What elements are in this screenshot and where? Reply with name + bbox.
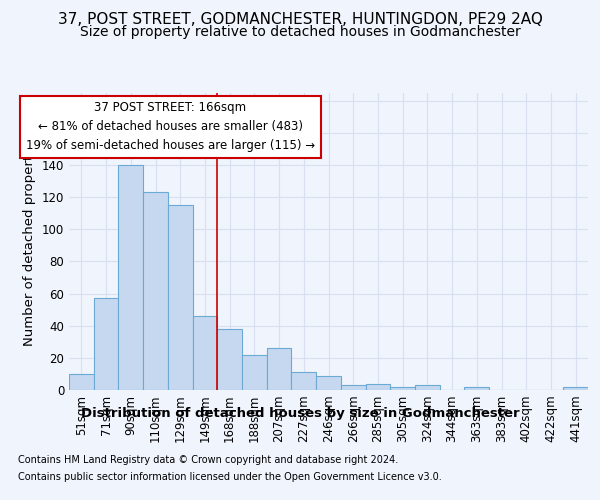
Bar — [69, 374, 94, 390]
Y-axis label: Number of detached properties: Number of detached properties — [23, 136, 36, 346]
Bar — [390, 387, 415, 390]
Bar — [118, 165, 143, 390]
Bar — [193, 316, 217, 390]
Bar — [341, 385, 365, 390]
Bar — [316, 376, 341, 390]
Bar — [267, 348, 292, 390]
Text: Distribution of detached houses by size in Godmanchester: Distribution of detached houses by size … — [80, 408, 520, 420]
Text: Contains HM Land Registry data © Crown copyright and database right 2024.: Contains HM Land Registry data © Crown c… — [18, 455, 398, 465]
Text: 37, POST STREET, GODMANCHESTER, HUNTINGDON, PE29 2AQ: 37, POST STREET, GODMANCHESTER, HUNTINGD… — [58, 12, 542, 28]
Text: 37 POST STREET: 166sqm
← 81% of detached houses are smaller (483)
19% of semi-de: 37 POST STREET: 166sqm ← 81% of detached… — [26, 102, 315, 152]
Text: Size of property relative to detached houses in Godmanchester: Size of property relative to detached ho… — [80, 25, 520, 39]
Bar — [415, 385, 440, 390]
Bar — [563, 387, 588, 390]
Bar — [217, 329, 242, 390]
Bar — [94, 298, 118, 390]
Bar — [143, 192, 168, 390]
Text: Contains public sector information licensed under the Open Government Licence v3: Contains public sector information licen… — [18, 472, 442, 482]
Bar — [365, 384, 390, 390]
Bar — [242, 354, 267, 390]
Bar — [168, 205, 193, 390]
Bar — [292, 372, 316, 390]
Bar — [464, 387, 489, 390]
